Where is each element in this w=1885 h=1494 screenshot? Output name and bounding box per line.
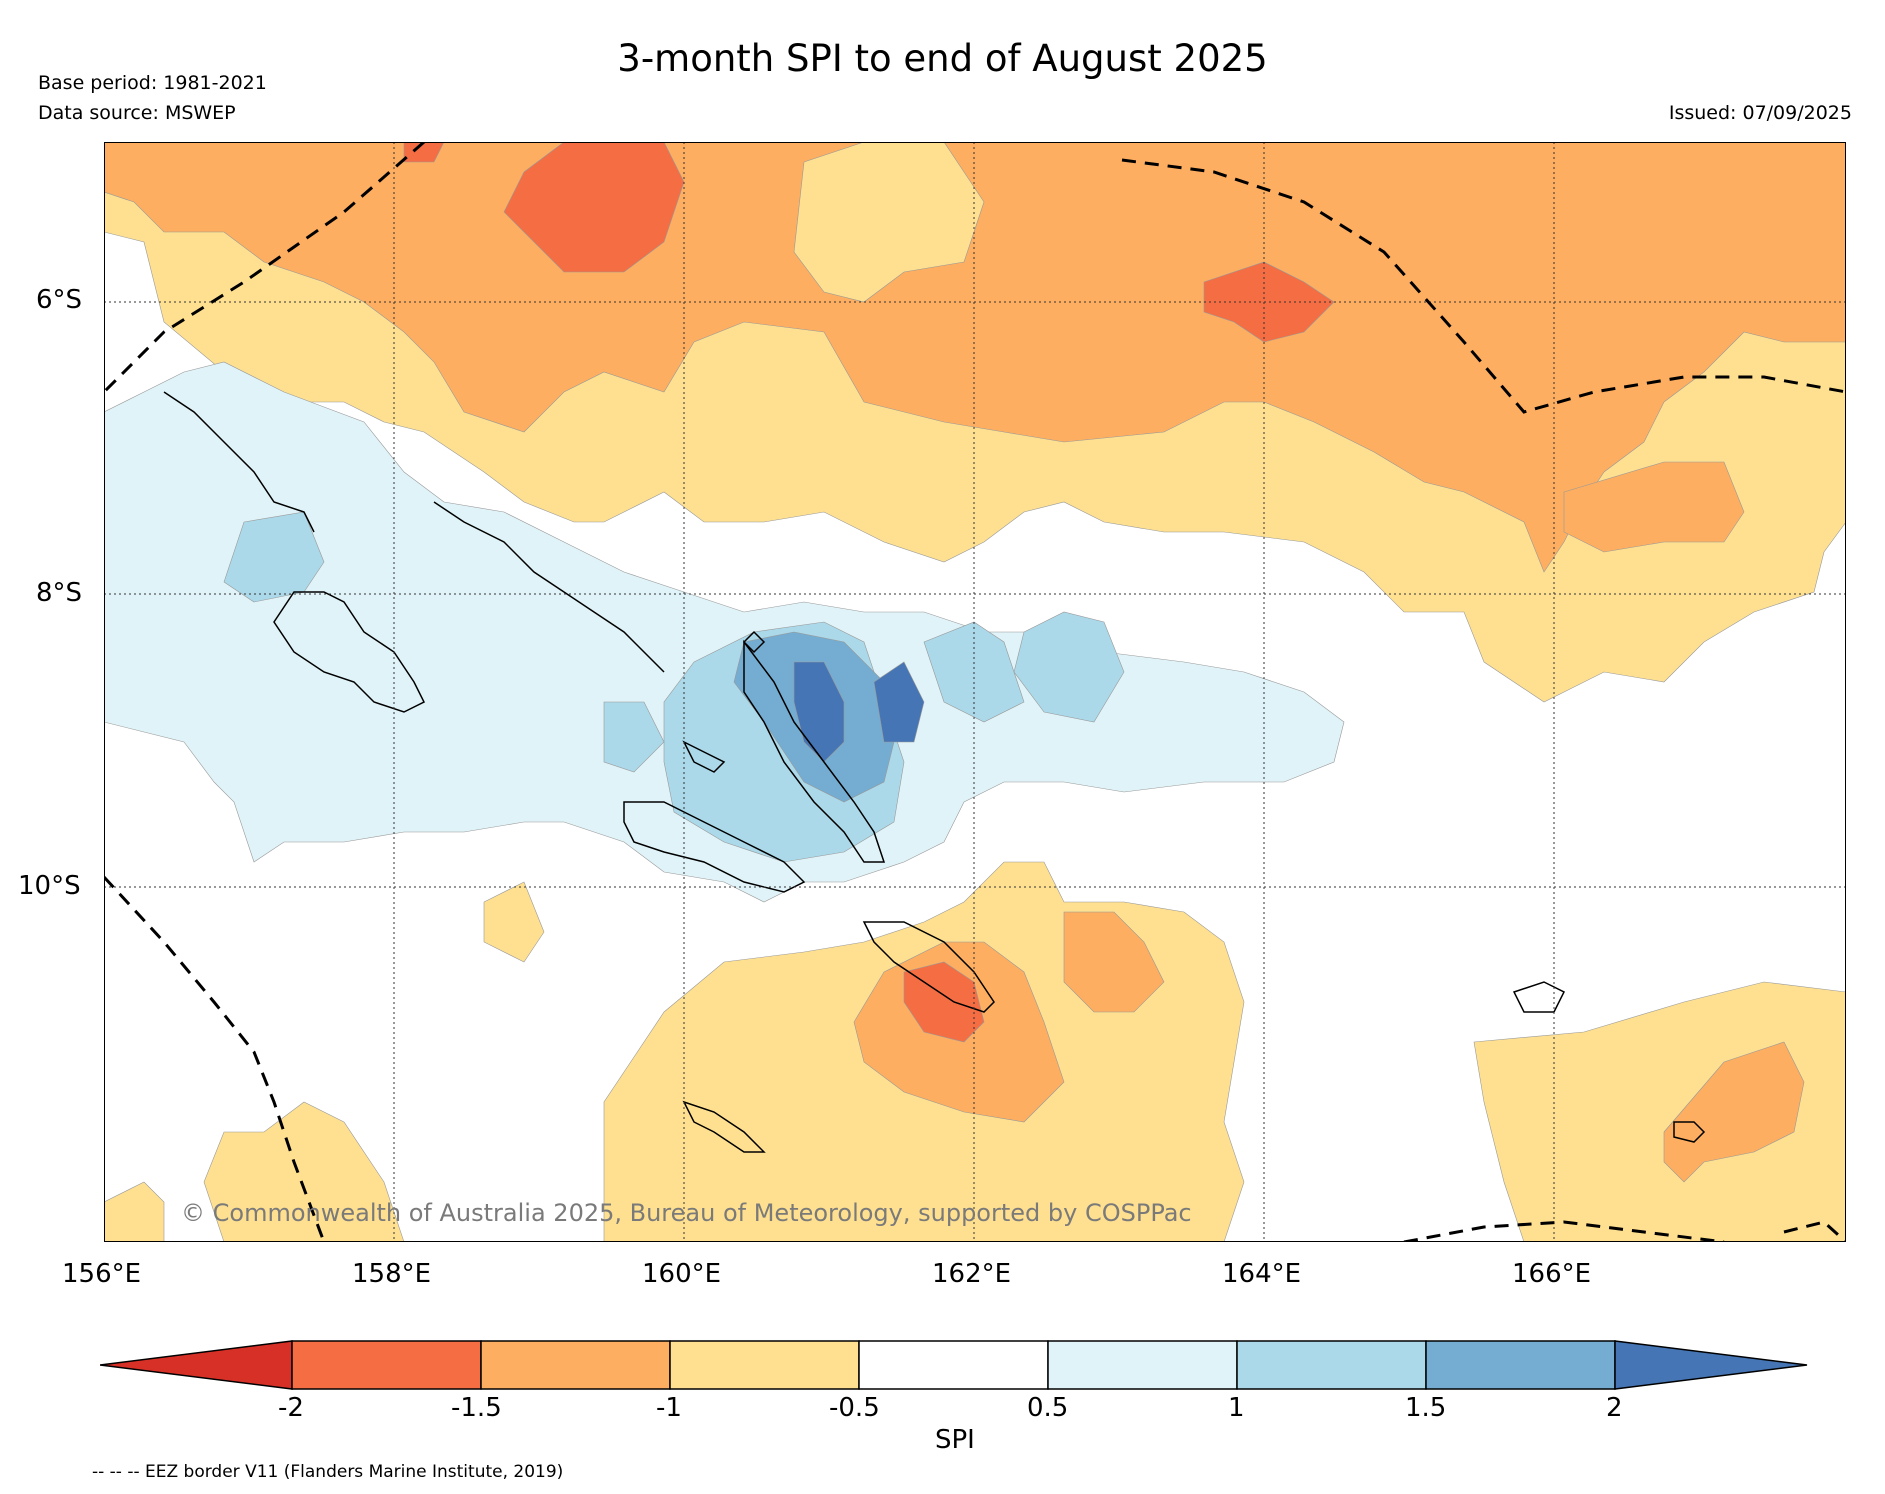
eez-border-southwest [104,875,326,1242]
eez-border-southeast [1783,1220,1846,1242]
contour-east-orange [1563,461,1745,553]
colorbar-title: SPI [935,1425,975,1455]
contour-southwest-light-orange-3 [483,881,545,963]
colorbar-high-arrow [1614,1340,1808,1390]
contour-blue-east [1013,611,1125,723]
lat-label-6s: 6°S [36,285,83,315]
lon-label-158e: 158°E [352,1259,432,1289]
contour-north-pocket [793,142,985,303]
colorbar-segment-7 [1425,1340,1616,1390]
colorbar-segment-5 [1047,1340,1238,1390]
lon-label-164e: 164°E [1222,1259,1302,1289]
contour-southwest-light-orange-1 [203,1101,405,1242]
lat-label-10s: 10°S [18,871,81,901]
coastline-guadalcanal [623,801,806,893]
eez-border-south [1403,1220,1725,1242]
coastline-nggela [682,740,726,773]
eez-borders [104,142,1846,1242]
eez-footnote: -- -- -- EEZ border V11 (Flanders Marine… [92,1462,564,1482]
colorbar-segment-4 [858,1340,1049,1390]
lon-label-156e: 156°E [62,1259,142,1289]
colorbar-tick-0-5: 0.5 [1027,1393,1069,1423]
contour-north-orange [104,142,1846,573]
contour-north-dark-orange-3 [403,142,445,163]
contour-deep-blue-2 [873,661,925,743]
lon-label-162e: 162°E [932,1259,1012,1289]
spi-map [104,142,1846,1242]
contour-central-light-blue [104,361,1345,903]
contour-southeast-light-orange [1473,981,1846,1242]
eez-border-north [1121,158,1846,414]
contour-blue-central-3 [603,701,665,773]
colorbar-segment-1 [291,1340,482,1390]
coastline-santa-isabel [743,639,886,863]
coastline-rennell [682,1100,766,1153]
coastline-new-georgia [273,591,426,713]
spi-map-svg [104,142,1846,1242]
coastline-vanuatu-north [1673,1121,1706,1143]
coastline-bougainville [163,391,315,533]
colorbar-low-arrow [99,1340,293,1390]
colorbar-segment-2 [480,1340,671,1390]
colorbar-segment-3 [669,1340,860,1390]
copyright-text: © Commonwealth of Australia 2025, Bureau… [181,1199,1192,1227]
colorbar-tick-neg2: -2 [278,1393,304,1423]
coastlines [163,391,1706,1153]
colorbar-segment-6 [1236,1340,1427,1390]
lat-label-8s: 8°S [36,578,83,608]
contour-southwest-light-orange-2 [104,1181,165,1242]
colorbar-tick-neg0-5: -0.5 [829,1393,880,1423]
colorbar-tick-1-5: 1.5 [1405,1393,1447,1423]
colorbar-tick-neg1: -1 [656,1393,682,1423]
coastline-choiseul [433,501,665,673]
coastline-malaita-north [742,630,766,654]
graticule [104,142,1846,1242]
contour-south-east-orange [1063,911,1165,1013]
data-source-text: Data source: MSWEP [38,102,236,124]
base-period-text: Base period: 1981-2021 [38,72,267,94]
colorbar-tick-1: 1 [1228,1393,1245,1423]
colorbar-tick-2: 2 [1606,1393,1623,1423]
map-title: 3-month SPI to end of August 2025 [617,37,1268,80]
eez-border-northwest [104,142,425,394]
spi-colorbar [99,1335,1810,1399]
colorbar-tick-neg1-5: -1.5 [451,1393,502,1423]
coastline-makira [862,921,995,1013]
contour-deep-blue [793,661,845,763]
coastline-santa-cruz [1512,981,1566,1013]
lon-label-166e: 166°E [1512,1259,1592,1289]
contour-southeast-orange [1663,1041,1805,1183]
issued-date-text: Issued: 07/09/2025 [1668,102,1852,124]
map-frame [104,142,1846,1242]
lon-label-160e: 160°E [642,1259,722,1289]
colorbar-svg [99,1340,1808,1390]
contour-north-dark-orange-1 [503,142,685,273]
